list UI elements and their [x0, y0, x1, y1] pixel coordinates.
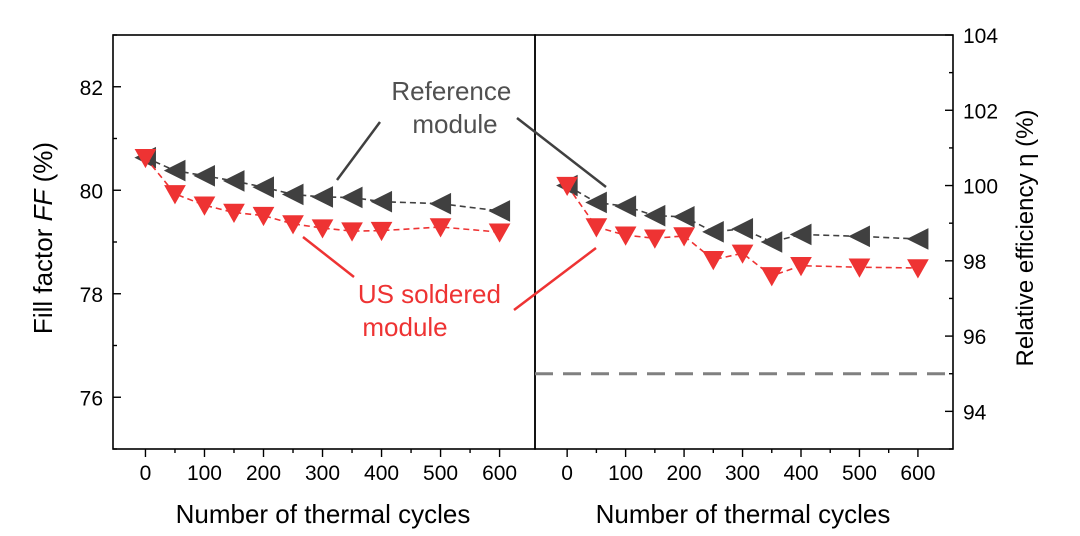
reference-point [585, 191, 607, 214]
x-tick-label: 200 [246, 462, 281, 485]
us-soldered-module-label-line-2: module [362, 312, 447, 342]
reference-point [370, 190, 393, 213]
us_soldered-point [429, 218, 452, 238]
y-tick-label: 96 [963, 326, 986, 349]
x-tick-label: 600 [900, 462, 935, 485]
reference-point [789, 223, 812, 246]
us_soldered-point [311, 219, 334, 239]
y-tick-label: 94 [963, 401, 987, 424]
left-y-axis-label-post: (%) [28, 142, 58, 190]
us_soldered-point [134, 148, 157, 169]
us-pointer-left [302, 236, 355, 278]
left-y-axis-label: Fill factor FF (%) [28, 142, 58, 334]
us-soldered-module-label-line-1: US soldered [358, 279, 501, 309]
y-tick-label: 104 [963, 25, 998, 48]
y-tick-label: 100 [963, 176, 998, 199]
left-y-axis-label-pre: Fill factor [28, 221, 58, 334]
right-x-axis-label: Number of thermal cycles [596, 499, 891, 529]
reference-point [281, 183, 304, 206]
us_soldered-point [223, 203, 245, 224]
y-tick-label: 76 [80, 387, 103, 410]
x-tick-label: 200 [667, 462, 702, 485]
us_soldered-series-line [566, 185, 918, 277]
us_soldered-point [556, 176, 579, 197]
us_soldered-point [731, 244, 754, 264]
reference-point [340, 186, 363, 209]
y-tick-label: 98 [963, 251, 986, 274]
us_soldered-point [702, 250, 725, 271]
reference-point [311, 186, 334, 208]
us-pointer-right [513, 247, 597, 311]
reference-pointer-left [335, 121, 382, 181]
reference-point [672, 205, 695, 228]
reference-point [643, 204, 666, 227]
reference-point [906, 228, 929, 250]
reference-module-label-line-2: module [412, 109, 497, 139]
us_soldered-point [790, 257, 812, 277]
x-tick-label: 0 [140, 462, 152, 485]
us_soldered-point [341, 222, 363, 242]
left-x-axis-label: Number of thermal cycles [176, 499, 471, 529]
x-tick-label: 600 [482, 462, 517, 485]
us_soldered-point [848, 258, 871, 278]
us-soldered-module-label: US soldered module [358, 279, 508, 342]
reference-point [760, 231, 783, 253]
x-tick-label: 500 [842, 462, 877, 485]
right-y-axis-label: Relative efficiency η (%) [1012, 110, 1039, 367]
y-tick-label: 102 [963, 100, 998, 123]
x-tick-label: 400 [783, 462, 818, 485]
left-y-axis-label-italic: FF [28, 187, 58, 221]
us_soldered-point [282, 215, 304, 235]
reference-module-label: Reference module [391, 76, 518, 139]
us_soldered-point [673, 227, 695, 247]
x-tick-label: 0 [561, 462, 573, 485]
reference-pointer-right [516, 117, 607, 188]
left-panel: 0 100 200 300 400 500 600 76 78 80 82 [80, 34, 536, 485]
reference-point [429, 192, 452, 215]
us_soldered-point [488, 223, 511, 243]
us_soldered-point [760, 267, 783, 287]
y-tick-label: 80 [80, 180, 103, 203]
reference-point [614, 195, 637, 218]
plot-frame [534, 34, 954, 450]
reference-point [731, 218, 754, 240]
reference-point [163, 159, 186, 182]
right-panel: 0 100 200 300 400 500 600 94 96 98 100 102 104 [534, 25, 998, 485]
reference-point [193, 164, 215, 187]
us_soldered-point [252, 206, 275, 227]
us_soldered-point [614, 226, 637, 246]
reference-point [702, 221, 724, 243]
reference-series-line [566, 184, 918, 243]
us_soldered-point [643, 229, 666, 249]
reference-point [488, 200, 511, 222]
y-tick-label: 82 [80, 77, 103, 100]
reference-module-label-line-1: Reference [391, 76, 511, 106]
us_soldered-point [585, 218, 608, 238]
x-tick-label: 300 [305, 462, 340, 485]
reference-point [252, 176, 275, 198]
us_soldered-point [193, 196, 216, 216]
reference-point [848, 225, 870, 248]
x-tick-label: 400 [364, 462, 399, 485]
us_soldered-point [907, 259, 929, 279]
us_soldered-point [370, 221, 393, 242]
x-tick-label: 500 [423, 462, 458, 485]
us_soldered-point [164, 185, 186, 205]
y-tick-label: 78 [80, 284, 103, 307]
reference-point [222, 170, 245, 192]
x-tick-label: 100 [187, 462, 222, 485]
x-tick-label: 100 [608, 462, 643, 485]
x-tick-label: 300 [725, 462, 760, 485]
